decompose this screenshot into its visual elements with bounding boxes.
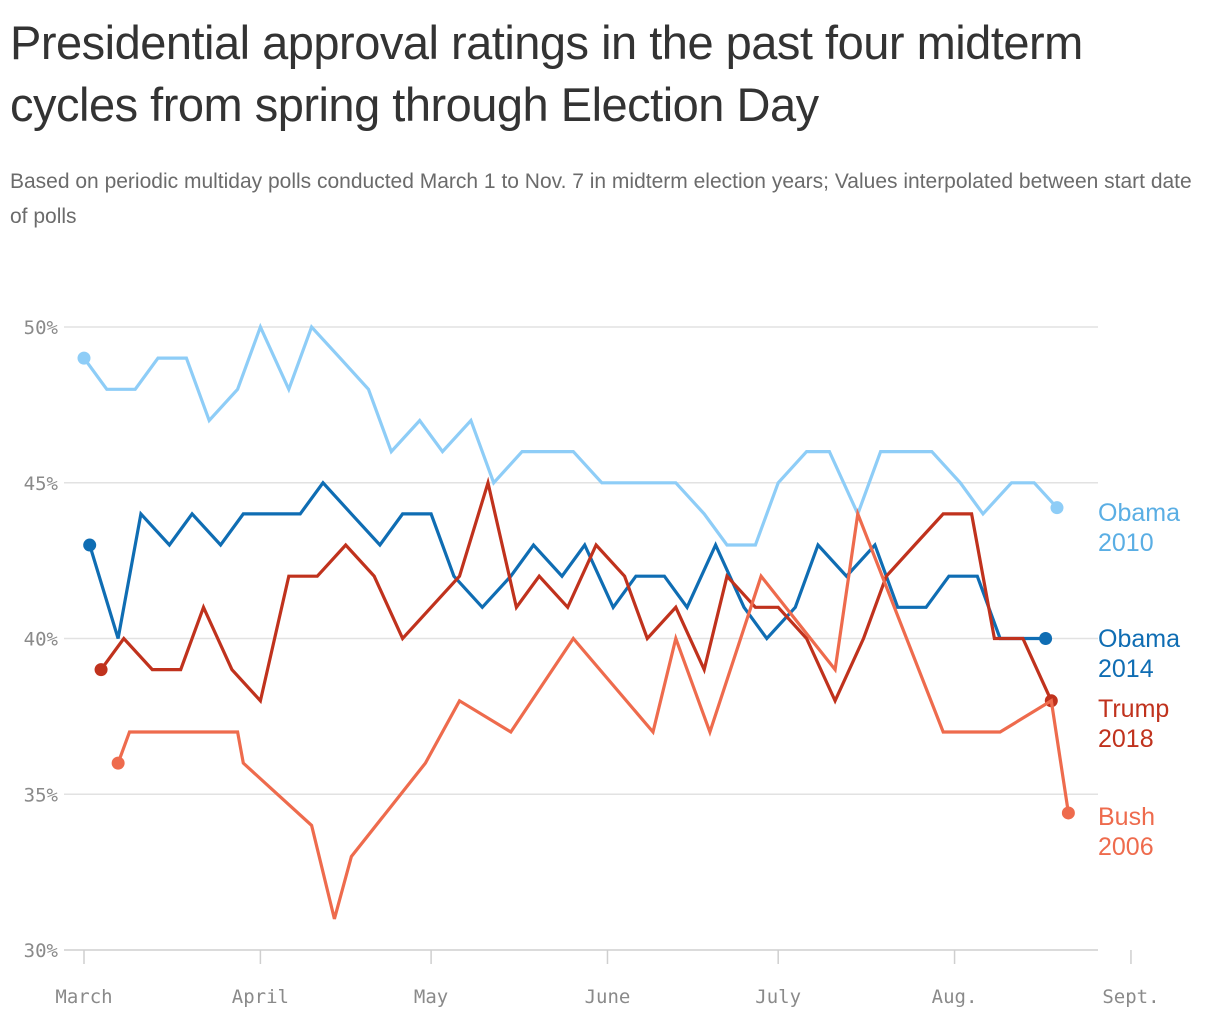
series-start-point	[94, 663, 108, 677]
series-start-point	[83, 538, 97, 552]
series-line	[82, 322, 1059, 547]
series-lines	[77, 322, 1075, 920]
x-tick-label: Sept.	[1102, 986, 1159, 1008]
series-label-year: 2014	[1098, 655, 1154, 683]
x-tick-label: July	[755, 986, 801, 1008]
series-label-name: Obama	[1098, 625, 1180, 653]
y-tick-label: 50%	[24, 317, 59, 339]
series-label-year: 2010	[1098, 529, 1154, 557]
series-label-name: Trump	[1098, 695, 1169, 723]
x-tick-label: March	[55, 986, 112, 1008]
series-label-name: Bush	[1098, 803, 1155, 831]
y-tick-label: 30%	[24, 940, 59, 962]
x-tick-label: June	[585, 986, 631, 1008]
chart-title: Presidential approval ratings in the pas…	[10, 16, 1083, 131]
x-tick-label: Aug.	[932, 986, 978, 1008]
series-label-year: 2018	[1098, 725, 1154, 753]
series-start-point	[77, 351, 91, 365]
grid-lines: 50% 45% 40% 35% 30%	[24, 317, 1098, 962]
series-end-point	[1061, 806, 1075, 820]
series-start-point	[111, 756, 125, 770]
series-label-name: Obama	[1098, 499, 1180, 527]
y-tick-label: 40%	[24, 629, 59, 651]
series-end-point	[1050, 501, 1064, 515]
y-tick-label: 45%	[24, 473, 59, 495]
series-line	[99, 476, 1053, 705]
series-line	[88, 480, 1046, 642]
series-label-year: 2006	[1098, 833, 1154, 861]
series-line	[116, 507, 1070, 920]
series-end-point	[1039, 632, 1053, 645]
chart-subtitle: Based on periodic multiday polls conduct…	[10, 170, 1192, 228]
x-tick-label: May	[414, 986, 448, 1008]
y-tick-label: 35%	[24, 784, 59, 806]
x-tick-label: April	[232, 986, 289, 1008]
